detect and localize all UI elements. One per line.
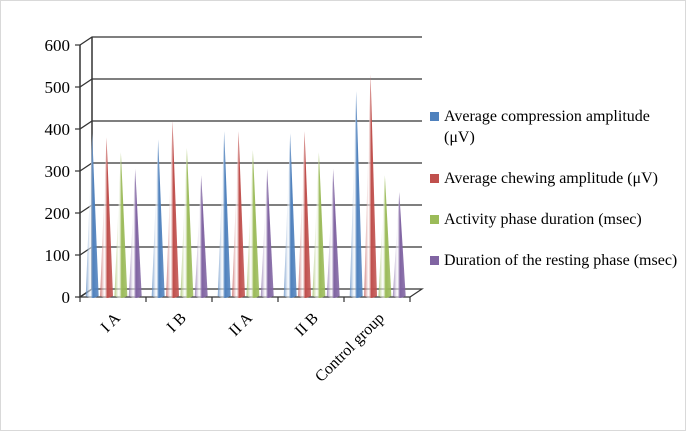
cone-ii-b-series-4	[326, 168, 340, 298]
cone-ii-b-series-2	[298, 131, 311, 298]
legend-item-compression: Average compression amplitude (μV)	[430, 106, 680, 148]
cone-control-group-series-1	[349, 91, 363, 298]
y-tick-label: 600	[45, 36, 71, 55]
cone-ii-a-series-1	[217, 131, 231, 298]
legend-item-activity: Activity phase duration (msec)	[430, 209, 680, 230]
cone-i-b-series-4	[194, 175, 208, 298]
cone-ii-a-series-3	[246, 150, 260, 298]
y-tick-label: 0	[62, 288, 71, 307]
cone-ii-a-series-2	[232, 131, 245, 298]
legend-swatch-compression	[430, 112, 439, 121]
y-tick-label: 400	[45, 120, 71, 139]
cone-control-group-series-4	[392, 192, 406, 298]
legend-swatch-activity	[430, 215, 439, 224]
y-tick-label: 500	[45, 78, 71, 97]
y-tick-label: 200	[45, 204, 71, 223]
legend-item-chewing: Average chewing amplitude (μV)	[430, 168, 680, 189]
legend-label-compression: Average compression amplitude (μV)	[444, 108, 650, 146]
cone-i-a-series-4	[128, 168, 142, 298]
cone-i-a-series-1	[85, 133, 99, 298]
legend-swatch-chewing	[430, 174, 439, 183]
cone-i-b-series-3	[180, 147, 194, 298]
cone-ii-b-series-3	[312, 152, 326, 298]
cone-i-a-series-2	[100, 137, 113, 298]
cone-i-a-series-3	[114, 152, 128, 298]
x-tick-label: II A	[226, 309, 256, 339]
gridline	[79, 36, 422, 46]
cone-ii-b-series-1	[283, 133, 297, 298]
cone-control-group-series-3	[378, 175, 392, 298]
legend-item-resting: Duration of the resting phase (msec)	[430, 250, 680, 271]
x-tick-label: I A	[98, 309, 124, 335]
x-tick-label: Control group	[312, 310, 388, 386]
legend-swatch-resting	[430, 256, 439, 265]
legend-label-chewing: Average chewing amplitude (μV)	[444, 170, 658, 187]
y-tick-label: 100	[45, 246, 71, 265]
gridline	[79, 120, 422, 130]
cone-i-b-series-2	[166, 120, 179, 298]
chart-legend: Average compression amplitude (μV) Avera…	[430, 106, 680, 291]
legend-label-activity: Activity phase duration (msec)	[444, 211, 642, 228]
x-tick-label: I B	[164, 310, 190, 336]
y-tick-label: 300	[45, 162, 71, 181]
gridline	[79, 78, 422, 88]
cone-control-group-series-2	[364, 74, 377, 299]
legend-label-resting: Duration of the resting phase (msec)	[444, 252, 678, 269]
x-tick-label: II B	[292, 310, 322, 340]
cone-i-b-series-1	[151, 139, 165, 298]
cone-ii-a-series-4	[260, 168, 274, 298]
